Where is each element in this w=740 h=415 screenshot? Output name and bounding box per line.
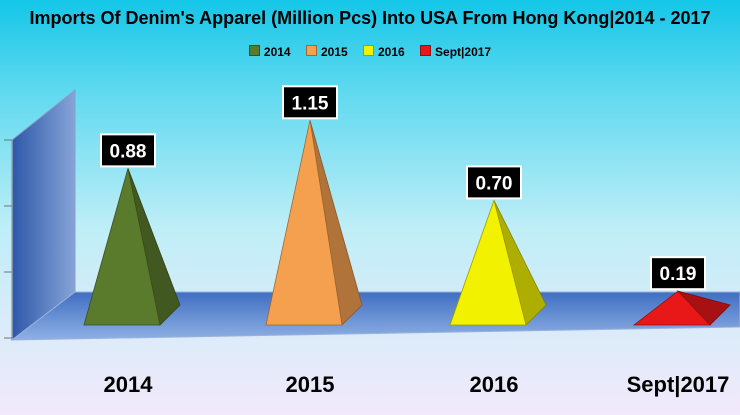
data-label-box-2 [282, 85, 338, 120]
data-label-1: 0.88 [110, 141, 147, 162]
data-label-box-4 [650, 256, 706, 291]
legend-swatch-sept-2017 [420, 45, 432, 57]
legend-swatch-2016 [362, 45, 374, 57]
legend-item-sept-2017: Sept|2017 [420, 44, 491, 59]
legend-item-2014: 2014 [248, 44, 291, 60]
data-label-box-3 [466, 165, 522, 200]
pyramid-bar-4 [632, 290, 711, 326]
pyramid-bar-2 [265, 120, 343, 326]
legend-label-2014: 2014 [263, 45, 291, 60]
x-tick-label-4: Sept|2017 [627, 372, 730, 397]
legend: 2014 2015 2016 Sept|2017 [0, 44, 740, 59]
legend-label-sept-2017: Sept|2017 [435, 45, 492, 60]
data-label-box-1 [100, 133, 156, 168]
data-label-3: 0.70 [476, 173, 513, 194]
legend-label-2015: 2015 [320, 45, 348, 60]
pyramid-bar-3 [449, 199, 527, 326]
legend-swatch-2014 [248, 45, 260, 57]
data-label-4: 0.19 [660, 264, 697, 285]
chart-title: Imports Of Denim's Apparel (Million Pcs)… [29, 8, 711, 28]
pyramid-bar-1 [83, 168, 161, 326]
legend-label-2016: 2016 [377, 45, 405, 60]
legend-swatch-2015 [305, 45, 317, 57]
bars-layer: 0.88 2014 1.15 2015 0.70 2016 0.19 Sept|2017 [83, 85, 731, 397]
x-tick-label-2: 2015 [286, 372, 335, 397]
legend-item-2015: 2015 [305, 44, 348, 60]
x-tick-label-1: 2014 [104, 372, 154, 397]
legend-item-2016: 2016 [362, 44, 405, 60]
x-tick-label-3: 2016 [470, 372, 519, 397]
data-label-2: 1.15 [292, 93, 329, 114]
